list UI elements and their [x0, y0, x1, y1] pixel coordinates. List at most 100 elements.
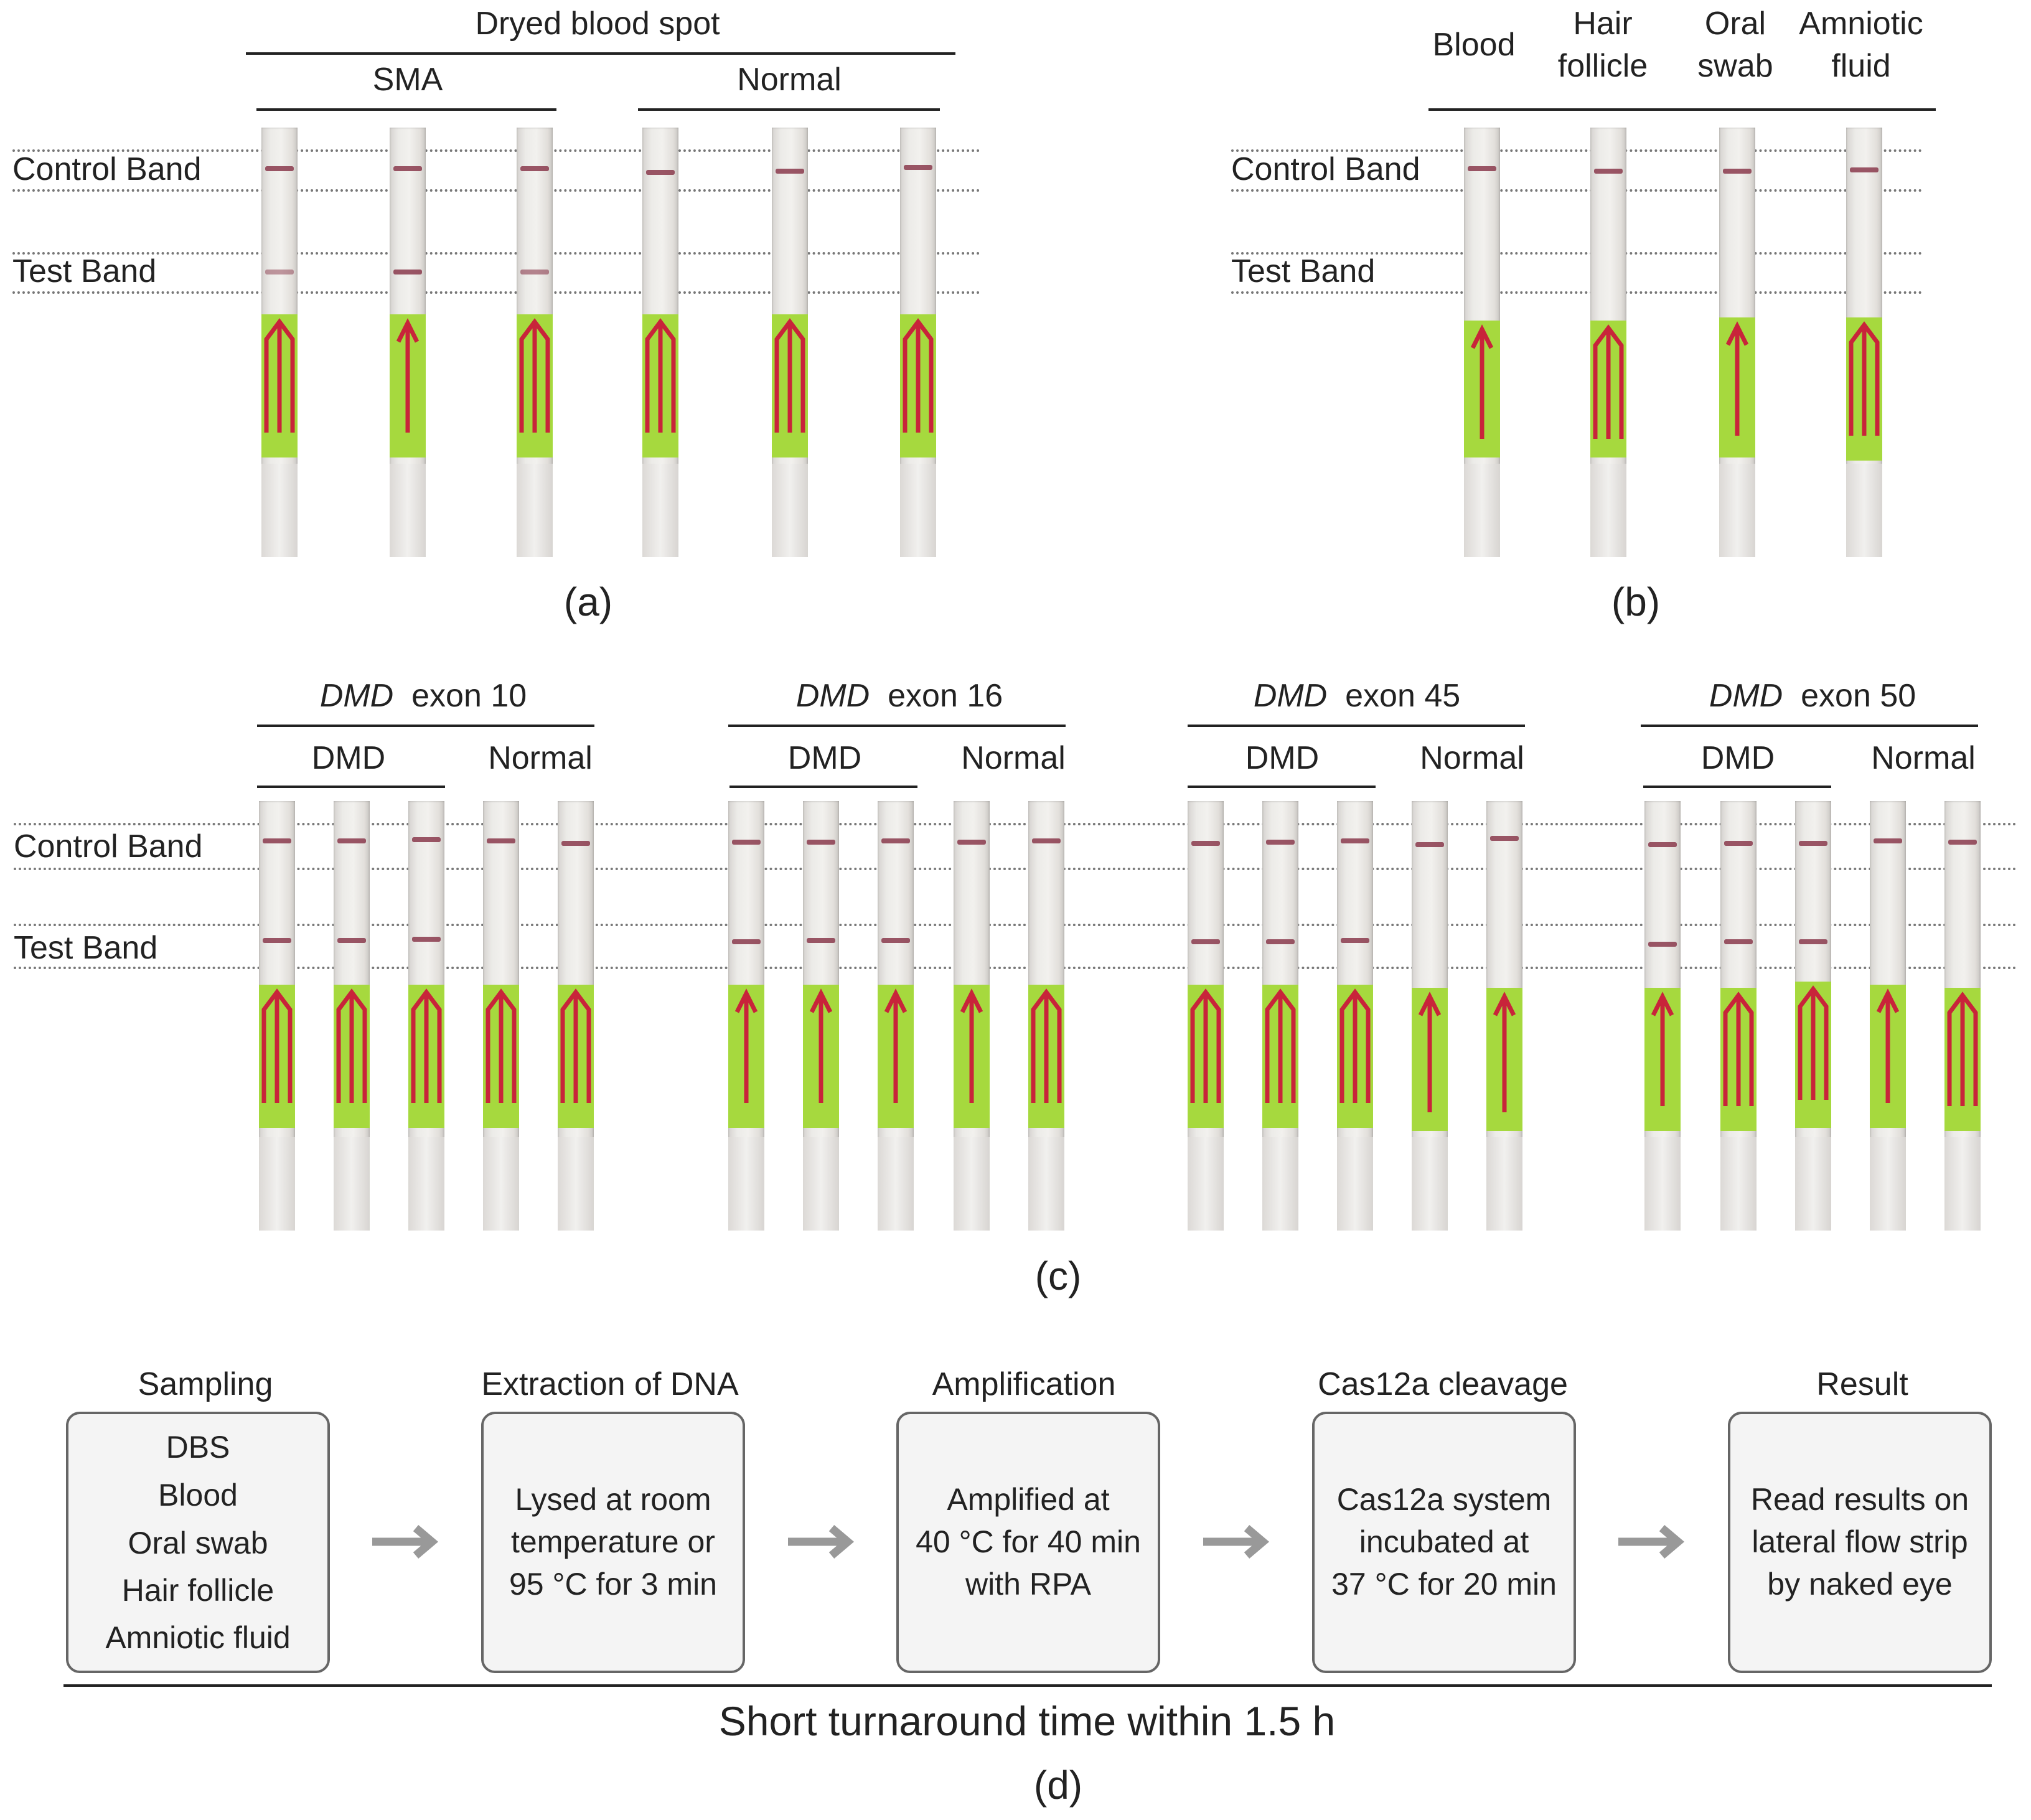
panel-b-col-oral-1: Oral: [1704, 6, 1766, 42]
sample-pad: [803, 985, 839, 1128]
step-5-box: Read results on lateral flow strip by na…: [1728, 1412, 1992, 1673]
strip-end: [1412, 1137, 1448, 1231]
sample-pad: [1337, 985, 1373, 1128]
step-3-line-1: Amplified at: [947, 1482, 1110, 1517]
panel-b-header-rule: [1428, 108, 1936, 111]
panel-b-col-amniotic-2: fluid: [1831, 48, 1891, 84]
strip-end: [1028, 1137, 1064, 1231]
panel-c-exon-50-header: DMD exon 50: [1709, 678, 1916, 714]
strip-end: [1486, 1137, 1522, 1231]
step-2-box: Lysed at room temperature or 95 °C for 3…: [481, 1412, 745, 1673]
sample-pad: [772, 314, 808, 457]
strip-end: [483, 1137, 519, 1231]
sample-pad: [558, 985, 594, 1128]
control-band: [776, 169, 804, 174]
step-4-box: Cas12a system incubated at 37 °C for 20 …: [1312, 1412, 1576, 1673]
step-1-box: DBS Blood Oral swab Hair follicle Amniot…: [66, 1412, 330, 1673]
panel-b-test-guide-top: [1231, 252, 1922, 255]
control-band: [1724, 841, 1753, 846]
strip-end: [1846, 464, 1882, 557]
step-3-line-3: with RPA: [965, 1567, 1091, 1602]
panel-b-strips: [0, 128, 2031, 557]
panel-b-control-guide-top: [1231, 149, 1922, 152]
control-band: [1266, 840, 1295, 845]
strip-ex10-normal-2: [558, 801, 594, 1231]
step-3-title: Amplification: [932, 1366, 1116, 1402]
control-band: [1032, 838, 1061, 843]
strip-end: [1795, 1137, 1831, 1231]
sample-pad: [408, 985, 444, 1128]
control-band: [957, 840, 986, 845]
strip-end: [1644, 1137, 1681, 1231]
panel-a-control-guide-bottom: [12, 189, 980, 192]
strip-sma-1: [261, 128, 298, 557]
panel-b-col-blood: Blood: [1432, 27, 1516, 63]
panel-c-control-band-label: Control Band: [14, 828, 203, 865]
panel-c-exon-16-rule: [728, 725, 1066, 727]
strip-normal-3: [900, 128, 936, 557]
control-band: [1490, 836, 1519, 841]
arrow-right-icon: [788, 1525, 855, 1559]
control-band: [1723, 169, 1752, 174]
test-band: [263, 938, 291, 943]
strip-end: [1188, 1137, 1224, 1231]
strip-ex16-dmd-3: [878, 801, 914, 1231]
panel-a-test-guide-top: [12, 252, 980, 255]
strip-ex16-normal-2: [1028, 801, 1064, 1231]
step-1-line-3: Oral swab: [128, 1526, 268, 1560]
sample-pad: [261, 314, 298, 457]
panel-d-label: (d): [1033, 1763, 1083, 1808]
panel-c-ex10-dmd: DMD: [311, 740, 386, 776]
strip-end: [408, 1137, 444, 1231]
strip-ex10-dmd-2: [334, 801, 370, 1231]
panel-d-timeline-rule: [63, 1684, 1992, 1687]
panel-a-normal-rule: [638, 108, 940, 111]
panel-b-col-hair-1: Hair: [1573, 6, 1633, 42]
control-band: [1948, 840, 1977, 845]
sample-pad: [642, 314, 678, 457]
strip-end: [878, 1137, 914, 1231]
strip-end: [1262, 1137, 1298, 1231]
panel-c-ex16-normal: Normal: [961, 740, 1066, 776]
control-band: [412, 837, 441, 842]
step-2-line-2: temperature or: [511, 1524, 715, 1559]
sample-pad: [1795, 982, 1831, 1128]
strip-sma-2: [390, 128, 426, 557]
sample-pad: [1028, 985, 1064, 1128]
strip-end: [1719, 464, 1755, 557]
strip-ex16-dmd-1: [728, 801, 764, 1231]
sample-pad: [483, 985, 519, 1128]
panel-c-exon-10-rule: [257, 725, 594, 727]
sample-pad: [1719, 317, 1755, 457]
sample-pad: [1720, 988, 1757, 1131]
control-band: [393, 166, 422, 171]
sample-pad: [878, 985, 914, 1128]
control-band: [1468, 166, 1496, 171]
panel-b-col-amniotic-1: Amniotic: [1799, 6, 1923, 42]
sample-pad: [259, 985, 295, 1128]
panel-c-exon-16-header: DMD exon 16: [795, 678, 1003, 714]
sample-pad: [390, 314, 426, 457]
step-1-line-2: Blood: [158, 1478, 238, 1513]
step-2-line-1: Lysed at room: [515, 1482, 711, 1517]
sample-pad: [1412, 988, 1448, 1131]
step-4-line-1: Cas12a system: [1336, 1482, 1552, 1517]
step-4-title: Cas12a cleavage: [1318, 1366, 1568, 1402]
strip-normal-2: [772, 128, 808, 557]
control-band: [1874, 838, 1902, 843]
arrow-right-icon: [372, 1525, 439, 1559]
panel-a-label: (a): [563, 579, 613, 624]
panel-c-ex16-dmd: DMD: [787, 740, 862, 776]
panel-c-exon-45-rule: [1188, 725, 1525, 727]
control-band: [1594, 169, 1623, 174]
panel-a-group-normal: Normal: [737, 62, 842, 98]
strip-ex45-dmd-2: [1262, 801, 1298, 1231]
sample-pad: [1486, 988, 1522, 1131]
strip-end: [1590, 464, 1626, 557]
test-band: [1799, 939, 1827, 944]
step-1-line-5: Amniotic fluid: [105, 1620, 291, 1655]
panel-c-ex45-dmd: DMD: [1245, 740, 1320, 776]
panel-b-col-oral-2: swab: [1697, 48, 1773, 84]
strip-ex45-dmd-1: [1188, 801, 1224, 1231]
strip-ex10-dmd-1: [259, 801, 295, 1231]
